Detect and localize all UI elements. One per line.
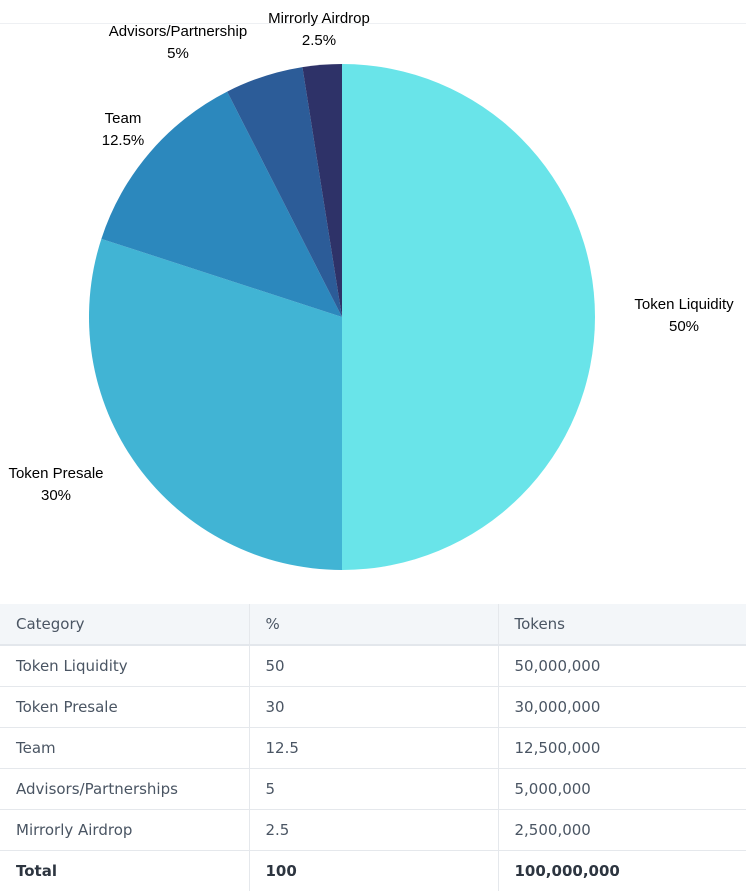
- pie-chart-area: Token Liquidity 50% Token Presale 30% Te…: [0, 8, 746, 570]
- cell-tokens: 12,500,000: [498, 727, 746, 769]
- slice-label-advisors: Advisors/Partnership 5%: [109, 21, 247, 65]
- slice-name: Team: [104, 110, 142, 127]
- total-percent: 100: [249, 850, 499, 891]
- pie-slice-team: [101, 91, 342, 317]
- header-tokens: Tokens: [498, 604, 746, 646]
- cell-category: Team: [0, 727, 250, 769]
- slice-label-team: Team 12.5%: [102, 108, 145, 152]
- slice-percent: 30%: [40, 487, 72, 504]
- cell-category: Mirrorly Airdrop: [0, 809, 250, 851]
- slice-label-token-presale: Token Presale 30%: [8, 463, 103, 507]
- cell-percent: 30: [249, 686, 499, 728]
- pie-chart: [88, 63, 595, 570]
- table-row: Token Presale 30 30,000,000: [0, 686, 746, 728]
- chart-top-divider: [0, 23, 746, 24]
- slice-label-token-liquidity: Token Liquidity 50%: [634, 294, 733, 338]
- pie-slice-token-presale: [88, 238, 342, 570]
- total-label: Total: [0, 850, 250, 891]
- allocation-table: Category % Tokens Token Liquidity 50 50,…: [0, 604, 746, 891]
- table-row: Mirrorly Airdrop 2.5 2,500,000: [0, 809, 746, 851]
- pie-slice-advisors-partnership: [227, 67, 342, 317]
- cell-tokens: 2,500,000: [498, 809, 746, 851]
- table-row: Advisors/Partnerships 5 5,000,000: [0, 768, 746, 810]
- slice-percent: 2.5%: [301, 32, 337, 49]
- cell-tokens: 50,000,000: [498, 645, 746, 687]
- table-header-row: Category % Tokens: [0, 604, 746, 646]
- cell-percent: 2.5: [249, 809, 499, 851]
- slice-name: Token Presale: [8, 465, 104, 482]
- cell-category: Token Liquidity: [0, 645, 250, 687]
- slice-name: Token Liquidity: [634, 296, 734, 313]
- cell-category: Advisors/Partnerships: [0, 768, 250, 810]
- cell-tokens: 30,000,000: [498, 686, 746, 728]
- cell-percent: 50: [249, 645, 499, 687]
- cell-percent: 5: [249, 768, 499, 810]
- pie-slice-token-liquidity: [342, 64, 595, 570]
- header-category: Category: [0, 604, 250, 646]
- cell-tokens: 5,000,000: [498, 768, 746, 810]
- cell-percent: 12.5: [249, 727, 499, 769]
- table-row: Token Liquidity 50 50,000,000: [0, 645, 746, 687]
- slice-percent: 12.5%: [101, 132, 145, 149]
- cell-category: Token Presale: [0, 686, 250, 728]
- slice-name: Mirrorly Airdrop: [268, 10, 370, 27]
- table-row: Team 12.5 12,500,000: [0, 727, 746, 769]
- slice-name: Advisors/Partnership: [108, 23, 248, 40]
- pie-slice-mirrorly-airdrop: [302, 63, 342, 317]
- slice-percent: 50%: [668, 318, 700, 335]
- header-percent: %: [249, 604, 499, 646]
- table-total-row: Total 100 100,000,000: [0, 850, 746, 891]
- slice-percent: 5%: [167, 45, 189, 62]
- slice-label-airdrop: Mirrorly Airdrop 2.5%: [268, 8, 370, 52]
- total-tokens: 100,000,000: [514, 862, 620, 880]
